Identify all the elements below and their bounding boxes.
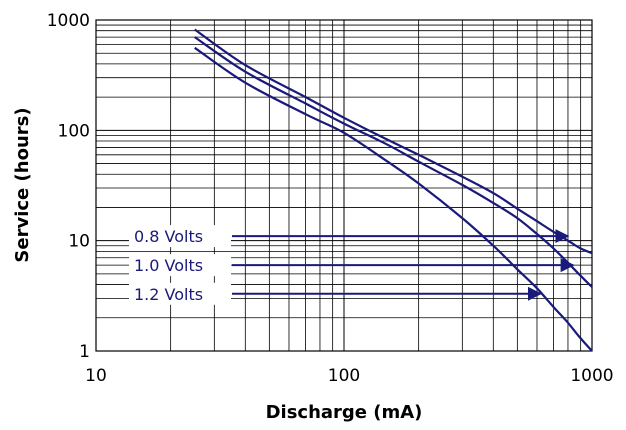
series-annotations: 0.8 Volts 1.0 Volts 1.2 Volts — [129, 225, 575, 305]
x-tick-labels: 10 100 1000 — [85, 366, 613, 386]
series-label: 0.8 Volts — [134, 227, 203, 246]
series-label: 1.2 Volts — [134, 285, 203, 304]
y-tick-label: 1 — [79, 342, 90, 362]
y-axis-title: Service (hours) — [12, 107, 33, 262]
y-tick-label: 1000 — [47, 11, 90, 31]
series-label-background — [129, 225, 231, 248]
series-label-background — [129, 282, 231, 305]
y-tick-label: 10 — [68, 232, 90, 252]
series-label-background — [129, 254, 231, 277]
x-tick-label: 1000 — [570, 366, 613, 386]
x-tick-label: 10 — [85, 366, 107, 386]
plot-frame — [95, 19, 593, 352]
y-tick-labels: 1 10 100 1000 — [47, 11, 90, 362]
y-tick-label: 100 — [58, 121, 90, 141]
series-label: 1.0 Volts — [134, 256, 203, 275]
x-axis-title: Discharge (mA) — [266, 402, 423, 423]
x-tick-label: 100 — [328, 366, 360, 386]
series-line — [194, 46, 593, 352]
